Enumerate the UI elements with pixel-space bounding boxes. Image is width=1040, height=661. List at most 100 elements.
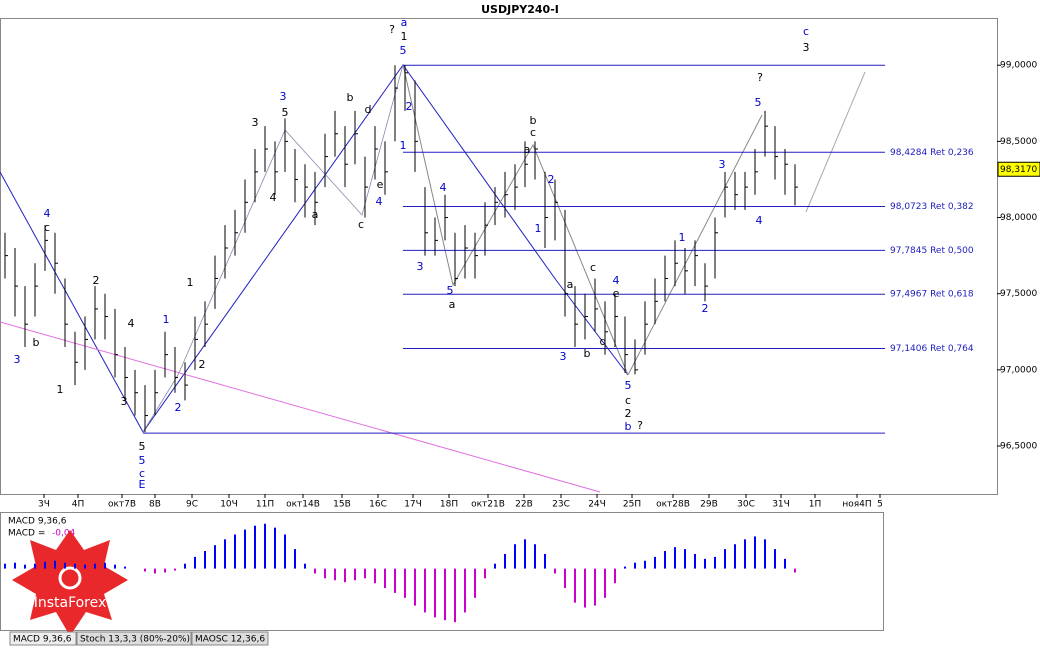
y-tick-label: 96,5000	[1000, 442, 1037, 452]
trend-line	[0, 321, 601, 493]
wave-label: 5	[400, 44, 407, 57]
wave-label: a	[567, 278, 574, 291]
fib-label: 97,7845 Ret 0,500	[890, 246, 974, 256]
wave-label: c	[625, 394, 631, 407]
wave-label: 4	[270, 191, 277, 204]
tab[interactable]	[191, 631, 269, 646]
projection-line	[805, 71, 866, 213]
wave-label: E	[139, 478, 146, 491]
wave-label: ?	[637, 419, 643, 432]
wave-label: c	[139, 467, 145, 480]
x-tick-label: 16С	[369, 500, 387, 510]
wave-label: 2	[175, 401, 182, 414]
wave-label: 5	[139, 440, 146, 453]
x-tick-label: 4П	[72, 500, 85, 510]
wave-label: 2	[406, 100, 413, 113]
fib-label: 97,1406 Ret 0,764	[890, 344, 974, 354]
tab-label[interactable]: MAOSC 12,36,6	[195, 635, 265, 645]
x-tick-label: 22В	[515, 500, 533, 510]
tab-label[interactable]: Stoch 13,3,3 (80%-20%)	[80, 635, 190, 645]
tab-label[interactable]: MACD 9,36,6	[13, 635, 72, 645]
x-tick-label: 15В	[333, 500, 351, 510]
x-tick-label: 23С	[552, 500, 570, 510]
wave-label: d	[365, 103, 372, 116]
y-tick-label: 97,5000	[1000, 289, 1037, 299]
fib-label: 98,4284 Ret 0,236	[890, 148, 974, 158]
logo-badge	[12, 530, 128, 636]
macd-current-label: MACD =	[8, 529, 45, 539]
wave-label: 1	[57, 383, 64, 396]
wave-label: a	[449, 298, 456, 311]
wave-label: 1	[163, 313, 170, 326]
wave-label: a	[524, 143, 531, 156]
y-tick-label: 98,5000	[1000, 137, 1037, 147]
x-tick-label: 18П	[440, 500, 458, 510]
tab-bar: MACD 9,36,6 Stoch 13,3,3 (80%-20%) MAOSC…	[9, 631, 269, 646]
wave-label: b	[33, 336, 40, 349]
macd-panel	[0, 512, 884, 631]
x-tick-label: 17Ч	[404, 500, 422, 510]
wave-label: e	[377, 178, 384, 191]
wave-label: a	[312, 208, 319, 221]
wave-label: 2	[625, 407, 632, 420]
x-tick-label: 30С	[737, 500, 755, 510]
x-tick-label: 8В	[149, 500, 161, 510]
wave-label: 4	[756, 214, 763, 227]
y-tick-label: 97,0000	[1000, 365, 1037, 375]
tab[interactable]	[76, 631, 192, 646]
x-tick-label: 24Ч	[588, 500, 606, 510]
wave-label: 3	[121, 395, 128, 408]
chart-title: USDJPY240-I	[481, 3, 559, 16]
wave-label: 5	[139, 454, 146, 467]
wave-label: 5	[282, 106, 289, 119]
wave-label: b	[347, 91, 354, 104]
wave-label: 4	[128, 317, 135, 330]
x-tick-label: 5	[877, 500, 883, 510]
wave-label: 4	[376, 195, 383, 208]
wave-label: 3	[14, 353, 21, 366]
wave-label: 3	[252, 116, 259, 129]
wave-label: c	[530, 126, 536, 139]
wave-label: c	[803, 25, 809, 38]
x-tick-label: 11П	[256, 500, 274, 510]
fib-label: 98,0723 Ret 0,382	[890, 202, 974, 212]
wave-label: 1	[679, 231, 686, 244]
wave-line	[402, 64, 629, 376]
x-tick-label: 10Ч	[220, 500, 238, 510]
wave-label: 4	[613, 274, 620, 287]
wave-label: 2	[199, 358, 206, 371]
wave-label: b	[625, 420, 632, 433]
x-tick-label: 9С	[186, 500, 198, 510]
wave-label: 2	[93, 274, 100, 287]
x-tick-label: окт28В	[656, 500, 690, 510]
x-tick-label: окт21В	[471, 500, 505, 510]
logo-icon	[58, 566, 82, 590]
wave-label: d	[600, 335, 607, 348]
x-tick-label: 3Ч	[38, 500, 50, 510]
wave-label: ?	[389, 23, 395, 36]
x-tick-label: 29В	[700, 500, 718, 510]
wave-label: c	[44, 221, 50, 234]
logo: InstaForex	[12, 530, 128, 636]
last-price-label: 98,3170	[1000, 165, 1037, 175]
wave-label: a	[401, 16, 408, 29]
wave-label: 3	[280, 90, 287, 103]
y-tick-label: 99,0000	[1000, 61, 1037, 71]
x-tick-label: окт7В	[108, 500, 136, 510]
wave-label: b	[530, 114, 537, 127]
wave-label: c	[358, 218, 364, 231]
x-tick-label: 25П	[623, 500, 641, 510]
macd-current: -0,04	[52, 529, 76, 539]
wave-label: 2	[702, 302, 709, 315]
logo-text: InstaForex	[34, 595, 107, 611]
x-tick-label: 31Ч	[772, 500, 790, 510]
tab[interactable]	[9, 631, 77, 646]
wave-label: 2	[548, 173, 555, 186]
wave-label: 3	[560, 350, 567, 363]
wave-label: c	[590, 261, 596, 274]
wave-label: 4	[44, 207, 51, 220]
wave-label: 3	[719, 158, 726, 171]
wave-label: 1	[187, 276, 194, 289]
wave-label: ?	[757, 71, 763, 84]
